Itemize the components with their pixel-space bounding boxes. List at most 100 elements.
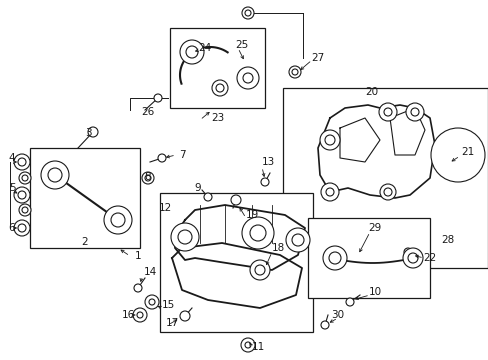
Circle shape bbox=[249, 225, 265, 241]
Bar bbox=[170, 28, 264, 108]
Circle shape bbox=[328, 252, 340, 264]
Circle shape bbox=[145, 295, 159, 309]
Circle shape bbox=[185, 46, 198, 58]
Text: 23: 23 bbox=[211, 113, 224, 123]
Circle shape bbox=[134, 284, 142, 292]
Text: 13: 13 bbox=[261, 157, 274, 167]
Circle shape bbox=[48, 168, 62, 182]
Circle shape bbox=[216, 84, 224, 92]
Text: 5: 5 bbox=[9, 183, 15, 193]
Circle shape bbox=[325, 188, 333, 196]
Text: 20: 20 bbox=[365, 87, 378, 97]
Circle shape bbox=[383, 108, 391, 116]
Text: 25: 25 bbox=[235, 40, 248, 50]
Circle shape bbox=[243, 73, 252, 83]
Circle shape bbox=[149, 299, 155, 305]
Circle shape bbox=[244, 342, 250, 348]
Circle shape bbox=[403, 248, 411, 256]
Circle shape bbox=[383, 188, 391, 196]
Text: 18: 18 bbox=[271, 243, 284, 253]
Text: 30: 30 bbox=[331, 310, 344, 320]
Circle shape bbox=[242, 217, 273, 249]
Circle shape bbox=[291, 69, 297, 75]
Text: 22: 22 bbox=[423, 253, 436, 263]
Circle shape bbox=[180, 40, 203, 64]
Circle shape bbox=[180, 311, 190, 321]
Circle shape bbox=[111, 213, 125, 227]
Circle shape bbox=[137, 312, 142, 318]
Text: 9: 9 bbox=[194, 183, 201, 193]
Circle shape bbox=[319, 130, 339, 150]
Circle shape bbox=[325, 135, 334, 145]
Text: 19: 19 bbox=[245, 210, 258, 220]
Text: 2: 2 bbox=[81, 237, 88, 247]
Bar bbox=[307, 218, 429, 298]
Text: 8: 8 bbox=[144, 172, 151, 182]
Circle shape bbox=[244, 10, 250, 16]
Circle shape bbox=[320, 321, 328, 329]
Circle shape bbox=[22, 175, 28, 181]
Circle shape bbox=[320, 183, 338, 201]
Circle shape bbox=[18, 191, 26, 199]
Circle shape bbox=[230, 195, 241, 205]
Circle shape bbox=[249, 260, 269, 280]
Text: 16: 16 bbox=[121, 310, 134, 320]
Text: 28: 28 bbox=[441, 235, 454, 245]
Circle shape bbox=[346, 298, 353, 306]
Text: 6: 6 bbox=[9, 223, 15, 233]
Text: 12: 12 bbox=[158, 203, 171, 213]
Circle shape bbox=[158, 154, 165, 162]
Circle shape bbox=[104, 206, 132, 234]
Circle shape bbox=[14, 187, 30, 203]
Text: 7: 7 bbox=[178, 150, 185, 160]
Circle shape bbox=[378, 103, 396, 121]
Circle shape bbox=[447, 145, 467, 165]
Circle shape bbox=[254, 265, 264, 275]
Circle shape bbox=[14, 220, 30, 236]
Circle shape bbox=[323, 246, 346, 270]
Text: 1: 1 bbox=[134, 251, 141, 261]
Circle shape bbox=[142, 172, 154, 184]
Bar bbox=[283, 88, 487, 268]
Circle shape bbox=[178, 230, 192, 244]
Bar bbox=[160, 193, 312, 332]
Text: 3: 3 bbox=[84, 128, 91, 138]
Circle shape bbox=[88, 127, 98, 137]
Circle shape bbox=[237, 67, 259, 89]
Circle shape bbox=[14, 154, 30, 170]
Text: 11: 11 bbox=[251, 342, 264, 352]
Circle shape bbox=[430, 128, 484, 182]
Circle shape bbox=[145, 175, 151, 181]
Text: 29: 29 bbox=[367, 223, 381, 233]
Circle shape bbox=[171, 223, 199, 251]
Circle shape bbox=[291, 234, 304, 246]
Bar bbox=[30, 148, 140, 248]
Circle shape bbox=[402, 248, 422, 268]
Text: 17: 17 bbox=[165, 318, 178, 328]
Circle shape bbox=[288, 66, 301, 78]
Circle shape bbox=[154, 94, 162, 102]
Circle shape bbox=[133, 308, 147, 322]
Circle shape bbox=[285, 228, 309, 252]
Text: 21: 21 bbox=[461, 147, 474, 157]
Circle shape bbox=[405, 103, 423, 121]
Circle shape bbox=[241, 338, 254, 352]
Circle shape bbox=[212, 80, 227, 96]
Circle shape bbox=[22, 207, 28, 213]
Text: 27: 27 bbox=[311, 53, 324, 63]
Circle shape bbox=[379, 184, 395, 200]
Circle shape bbox=[18, 158, 26, 166]
Text: 4: 4 bbox=[9, 153, 15, 163]
Text: 24: 24 bbox=[198, 43, 211, 53]
Circle shape bbox=[437, 135, 477, 175]
Circle shape bbox=[41, 161, 69, 189]
Circle shape bbox=[407, 253, 417, 263]
Circle shape bbox=[261, 178, 268, 186]
Circle shape bbox=[410, 108, 418, 116]
Text: 26: 26 bbox=[141, 107, 154, 117]
Text: 15: 15 bbox=[161, 300, 174, 310]
Text: 14: 14 bbox=[143, 267, 156, 277]
Circle shape bbox=[242, 7, 253, 19]
Circle shape bbox=[18, 224, 26, 232]
Circle shape bbox=[203, 193, 212, 201]
